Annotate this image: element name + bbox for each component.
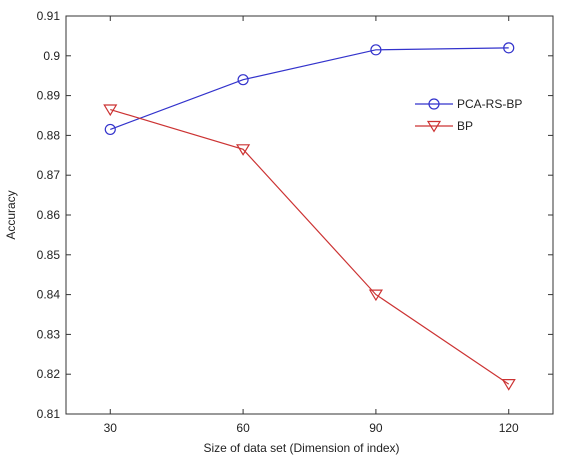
y-tick-label: 0.83 (37, 327, 61, 341)
legend-marker-bp (426, 120, 442, 133)
y-tick-label: 0.86 (37, 208, 61, 222)
x-tick-label: 30 (104, 421, 118, 435)
data-point-bp (236, 144, 251, 156)
x-tick-label: 60 (236, 421, 250, 435)
y-tick-label: 0.81 (37, 407, 61, 421)
legend-item-bp: BP (415, 119, 473, 133)
legend-item-pca-rs-bp: PCA-RS-BP (415, 97, 522, 111)
series-layer (103, 42, 516, 391)
x-tick-label: 90 (369, 421, 383, 435)
y-tick-label: 0.91 (37, 9, 61, 23)
series-pca-rs-bp (104, 42, 515, 136)
data-point-bp (368, 289, 383, 302)
legend-marker-pca-rs-bp (428, 98, 440, 110)
data-point-bp (501, 379, 516, 391)
data-point-pca-rs-bp (503, 42, 515, 54)
x-axis-label: Size of data set (Dimension of index) (203, 441, 399, 455)
plot-border (65, 15, 554, 415)
y-tick-label: 0.84 (37, 288, 61, 302)
legend-label-pca-rs-bp: PCA-RS-BP (457, 97, 522, 111)
y-tick-label: 0.87 (37, 168, 61, 182)
x-axis: 30 60 90 120 (104, 16, 519, 435)
y-tick-label: 0.82 (37, 367, 61, 381)
plot-area (65, 15, 554, 415)
y-tick-label: 0.88 (37, 128, 61, 142)
data-point-bp (103, 104, 118, 117)
legend: PCA-RS-BP BP (415, 97, 522, 133)
series-line-bp (110, 108, 510, 385)
y-tick-label: 0.9 (43, 49, 60, 63)
data-point-pca-rs-bp (104, 123, 116, 136)
x-tick-label: 120 (499, 421, 519, 435)
y-axis-label: Accuracy (4, 190, 18, 239)
series-line-pca-rs-bp (110, 47, 509, 130)
legend-label-bp: BP (457, 119, 473, 133)
y-tick-label: 0.85 (37, 248, 61, 262)
data-point-pca-rs-bp (370, 44, 382, 56)
y-axis: 0.81 0.82 0.83 0.84 0.85 0.86 0.87 0.88 0.89 0.9 0… (37, 9, 553, 421)
series-bp (103, 104, 516, 391)
data-point-pca-rs-bp (237, 74, 249, 86)
y-tick-label: 0.89 (37, 89, 61, 103)
